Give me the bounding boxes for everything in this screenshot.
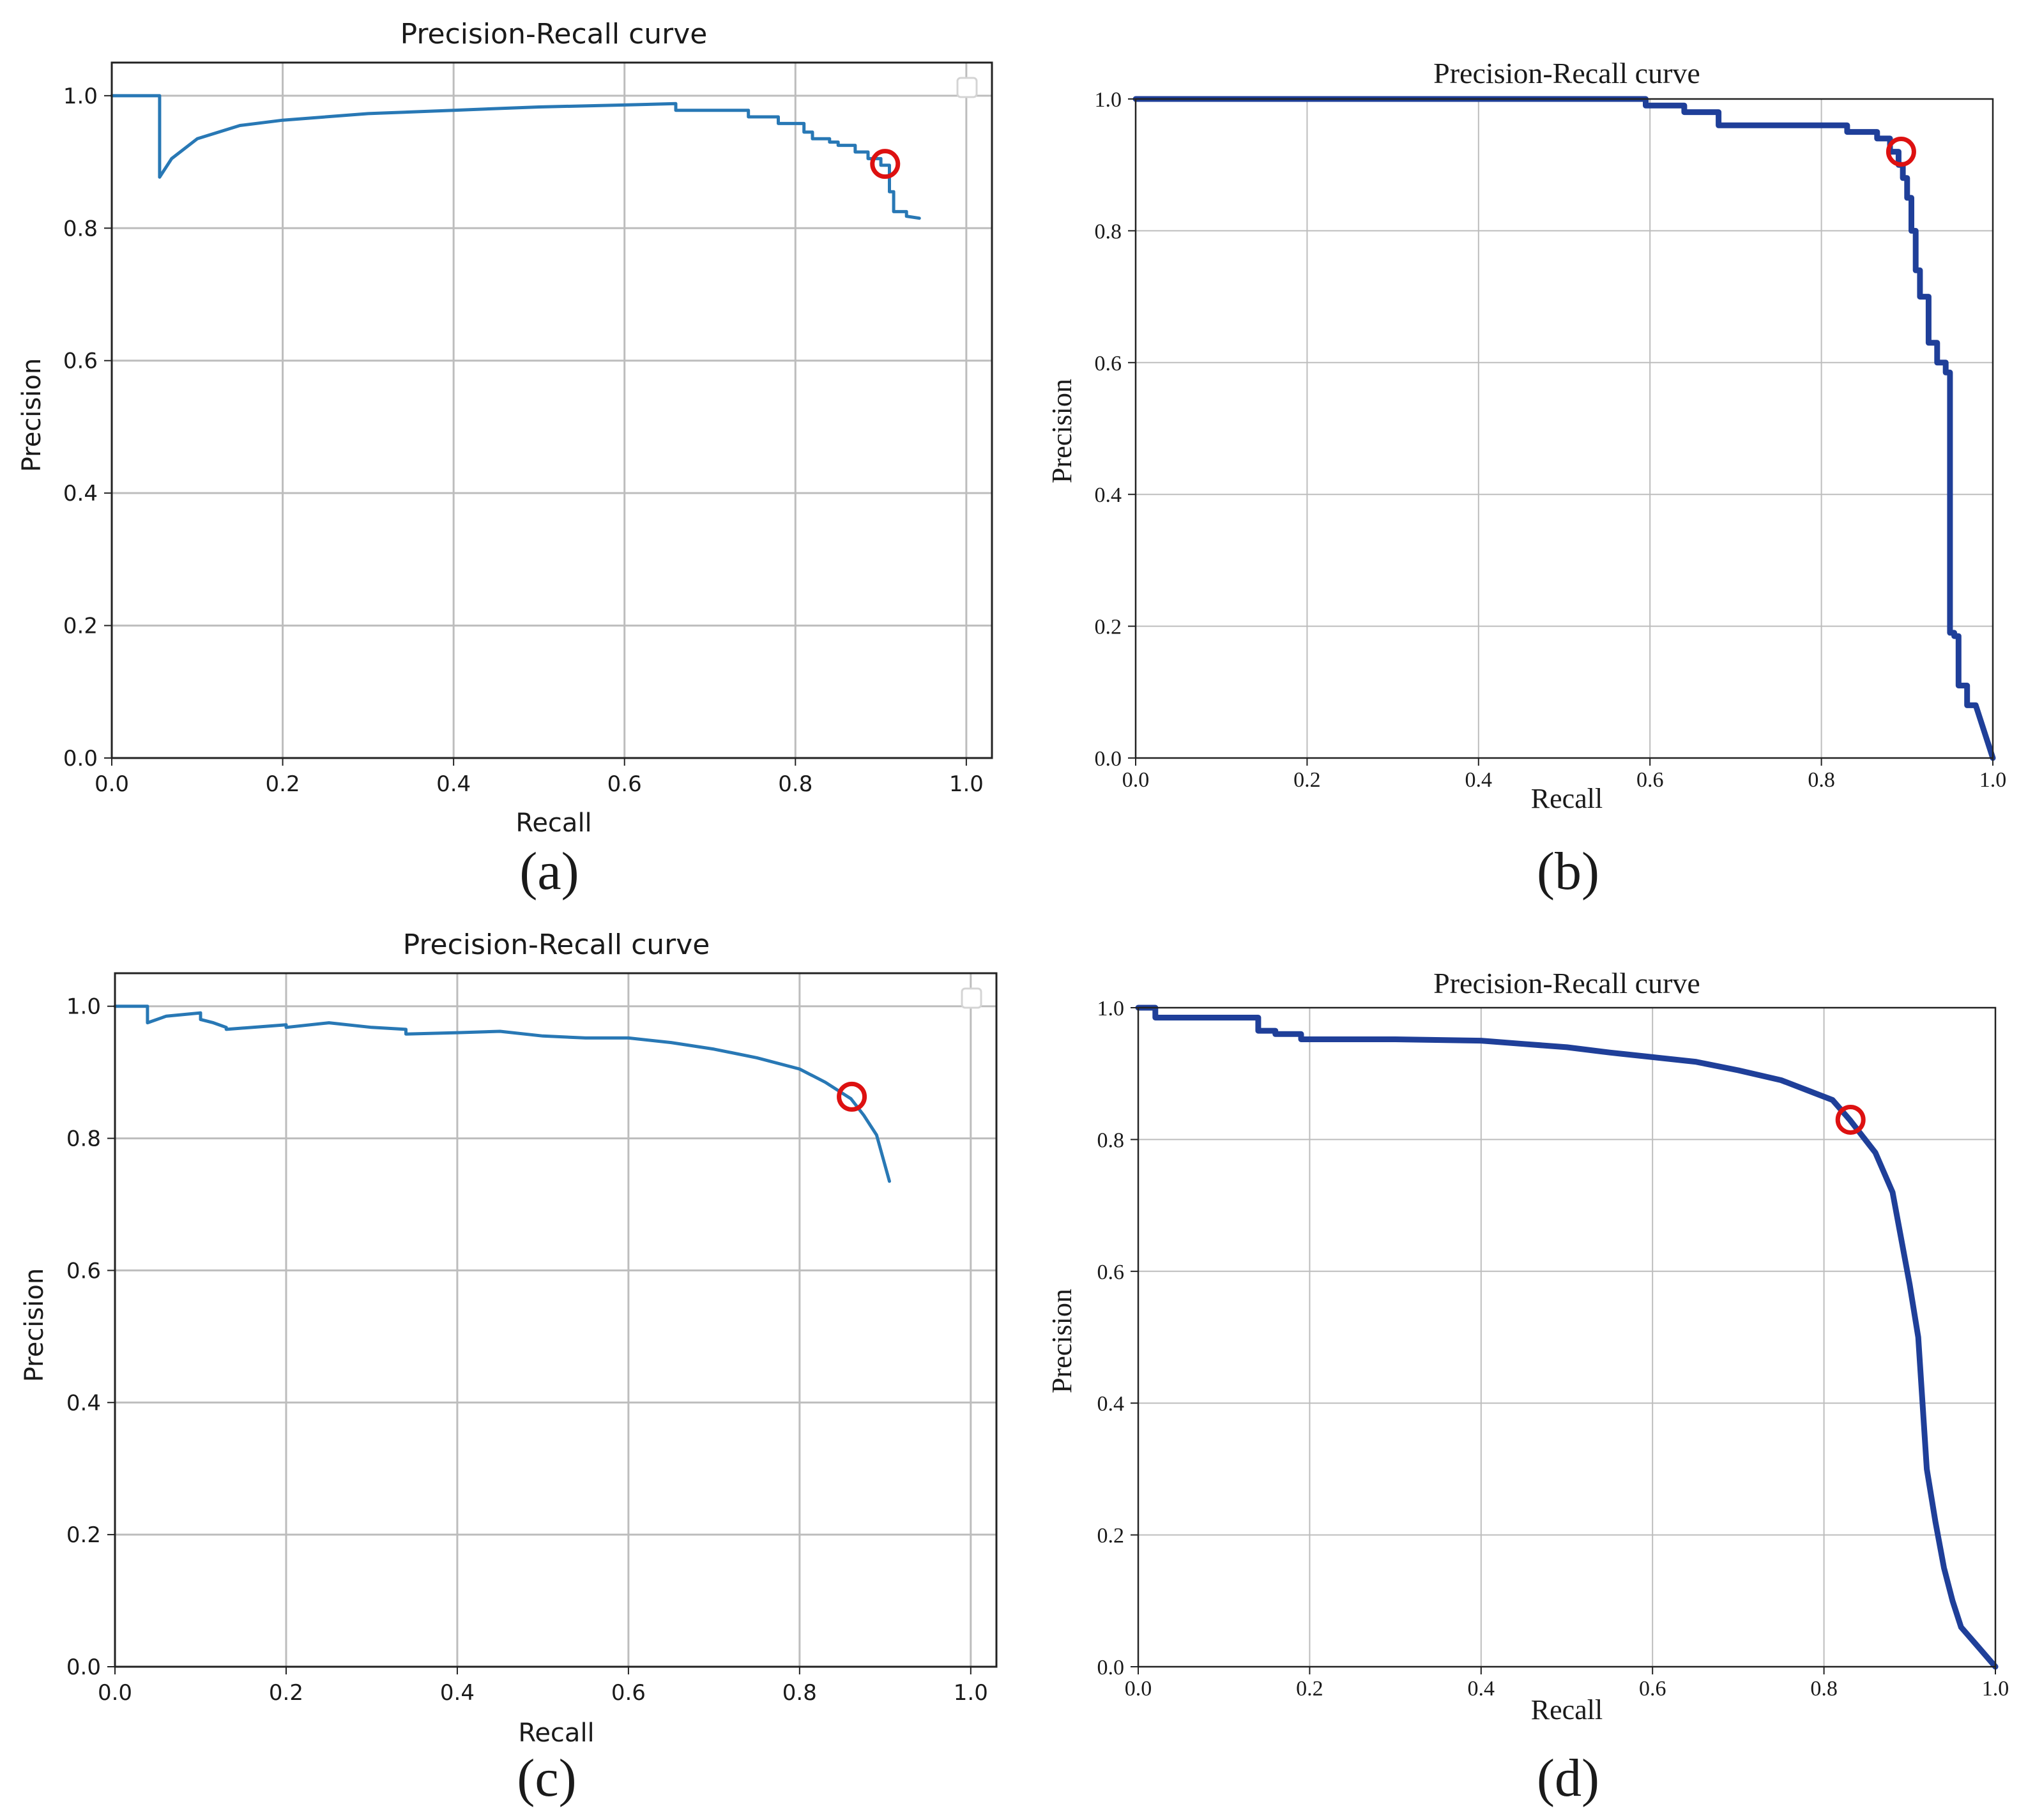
panel-c-operating-point-marker <box>837 1081 867 1112</box>
panel-b-xtick-label-2: 0.4 <box>1465 768 1493 792</box>
panel-a-xtick-label-4: 0.8 <box>778 771 812 797</box>
panel-c-ytick-label-5: 1.0 <box>66 994 101 1020</box>
panel-d-ytick-label-1: 0.2 <box>1097 1524 1125 1548</box>
panel-d-ytick-label-5: 1.0 <box>1097 997 1125 1020</box>
panel-a-axes-frame <box>111 61 993 759</box>
panel-a-ytick-label-2: 0.4 <box>63 481 98 506</box>
panel-b-ytick-label-4: 0.8 <box>1095 220 1122 243</box>
panel-a-xtick-label-5: 1.0 <box>949 771 984 797</box>
panel-a-ytick-label-1: 0.2 <box>63 614 98 639</box>
panel-a-ytick-label-0: 0.0 <box>63 746 98 771</box>
panel-b-axes-frame <box>1134 98 1994 759</box>
panel-a-ylabel: Precision <box>17 358 47 472</box>
panel-d-frame <box>1137 1006 1997 1668</box>
panel-c-xtick-label-2: 0.4 <box>440 1680 475 1706</box>
panel-d-ytick-label-4: 0.8 <box>1097 1128 1125 1152</box>
panel-a-ytick-label-5: 1.0 <box>63 84 98 109</box>
panel-d-xtick-label-5: 1.0 <box>1982 1677 2009 1701</box>
panel-c-xtick-label-4: 0.8 <box>782 1680 817 1706</box>
panel-b: 0.0 0.2 0.4 0.6 0.8 1.0 0.0 0.2 0.4 0.6 0.8 1.0 Pre… <box>1046 57 2006 901</box>
panel-a-frame <box>111 61 993 759</box>
panel-a-xtick-label-0: 0.0 <box>95 771 129 797</box>
panel-a-xtick-label-1: 0.2 <box>266 771 300 797</box>
panel-a-operating-point-marker <box>870 149 901 179</box>
panel-c-axes-frame <box>114 972 998 1668</box>
panel-d-xlabel: Recall <box>1531 1694 1603 1725</box>
panel-d: 0.0 0.2 0.4 0.6 0.8 1.0 0.0 0.2 0.4 0.6 0.8 1.0 Pre… <box>1046 967 2009 1808</box>
panel-c-xlabel: Recall <box>518 1718 594 1748</box>
panel-c: 0.0 0.2 0.4 0.6 0.8 1.0 0.0 0.2 0.4 0.6 0.8 1.0 Pre… <box>20 929 998 1808</box>
panel-c-xtick-label-0: 0.0 <box>98 1680 132 1706</box>
panel-d-xtick-label-3: 0.6 <box>1639 1677 1666 1701</box>
panel-d-ticks: 0.0 0.2 0.4 0.6 0.8 1.0 0.0 0.2 0.4 0.6 0.8 1.0 <box>1097 997 2009 1701</box>
panel-a-pr-line <box>110 94 921 220</box>
panel-a-curve <box>110 94 921 220</box>
panel-b-label: (b) <box>1537 842 1599 901</box>
panel-b-xtick-label-0: 0.0 <box>1122 768 1150 792</box>
panel-b-xtick-label-4: 0.8 <box>1808 768 1835 792</box>
panel-b-ylabel: Precision <box>1046 379 1078 483</box>
panel-d-axes-frame <box>1137 1006 1997 1668</box>
panel-d-operating-point-marker <box>1835 1104 1866 1135</box>
panel-c-ytick-label-0: 0.0 <box>66 1655 101 1680</box>
panel-b-xlabel: Recall <box>1531 783 1603 814</box>
panel-b-ytick-label-0: 0.0 <box>1095 747 1122 771</box>
panel-d-curve <box>1135 1005 1999 1670</box>
panel-b-ticks: 0.0 0.2 0.4 0.6 0.8 1.0 0.0 0.2 0.4 0.6 0.8 1.0 <box>1095 88 2007 792</box>
panel-d-ytick-label-2: 0.4 <box>1097 1392 1125 1416</box>
panel-c-label: (c) <box>517 1748 576 1808</box>
panel-c-xtick-label-5: 1.0 <box>954 1680 988 1706</box>
panel-a: 0.0 0.2 0.4 0.6 0.8 1.0 0.0 0.2 0.4 0.6 0.8 1.0 Pre… <box>17 18 993 901</box>
panel-d-ytick-label-3: 0.6 <box>1097 1261 1125 1284</box>
panel-d-xtick-label-0: 0.0 <box>1125 1677 1152 1701</box>
panel-a-ytick-label-4: 0.8 <box>63 216 98 241</box>
panel-d-ylabel: Precision <box>1046 1289 1078 1393</box>
panel-c-ytick-label-3: 0.6 <box>66 1258 101 1284</box>
panel-b-ytick-label-1: 0.2 <box>1095 616 1122 639</box>
panel-a-label: (a) <box>519 842 579 901</box>
panel-a-legend-box <box>956 77 978 98</box>
panel-b-operating-point-marker <box>1886 137 1916 167</box>
panel-a-xtick-label-2: 0.4 <box>436 771 471 797</box>
panel-d-ytick-label-0: 0.0 <box>1097 1656 1125 1680</box>
panel-c-ytick-label-4: 0.8 <box>66 1126 101 1152</box>
panel-d-xtick-label-2: 0.4 <box>1468 1677 1495 1701</box>
panel-b-title: Precision-Recall curve <box>1433 57 1700 89</box>
panel-c-xtick-label-3: 0.6 <box>611 1680 646 1706</box>
panel-b-pr-line <box>1132 96 1996 761</box>
panel-c-frame <box>114 972 998 1668</box>
panel-d-pr-line <box>1135 1005 1999 1670</box>
panel-c-ytick-label-1: 0.2 <box>66 1522 101 1548</box>
panel-a-title: Precision-Recall curve <box>400 18 708 50</box>
panel-b-curve <box>1132 96 1996 761</box>
panel-a-xtick-label-3: 0.6 <box>607 771 642 797</box>
panel-d-title: Precision-Recall curve <box>1433 967 1700 999</box>
panel-b-xtick-label-5: 1.0 <box>1979 768 2007 792</box>
panel-c-curve <box>113 1005 891 1183</box>
panel-b-ytick-label-3: 0.6 <box>1095 352 1122 375</box>
panel-c-ylabel: Precision <box>20 1268 49 1382</box>
panel-c-xtick-label-1: 0.2 <box>269 1680 303 1706</box>
panel-b-frame <box>1134 98 1994 759</box>
panel-b-xtick-label-1: 0.2 <box>1293 768 1321 792</box>
panel-c-legend-box <box>961 987 982 1009</box>
panel-a-ticks: 0.0 0.2 0.4 0.6 0.8 1.0 0.0 0.2 0.4 0.6 0.8 1.0 <box>63 84 984 797</box>
panel-a-ytick-label-3: 0.6 <box>63 349 98 374</box>
panel-b-ytick-label-5: 1.0 <box>1095 88 1122 112</box>
panel-c-ytick-label-2: 0.4 <box>66 1390 101 1416</box>
panel-b-ytick-label-2: 0.4 <box>1095 483 1122 507</box>
panel-d-label: (d) <box>1537 1748 1599 1808</box>
panel-d-xtick-label-1: 0.2 <box>1296 1677 1323 1701</box>
panel-b-xtick-label-3: 0.6 <box>1636 768 1664 792</box>
panel-c-ticks: 0.0 0.2 0.4 0.6 0.8 1.0 0.0 0.2 0.4 0.6 0.8 1.0 <box>66 994 988 1706</box>
panel-d-xtick-label-4: 0.8 <box>1810 1677 1838 1701</box>
panel-c-pr-line <box>113 1005 891 1183</box>
panel-c-title: Precision-Recall curve <box>403 929 710 961</box>
panel-a-xlabel: Recall <box>515 808 591 838</box>
